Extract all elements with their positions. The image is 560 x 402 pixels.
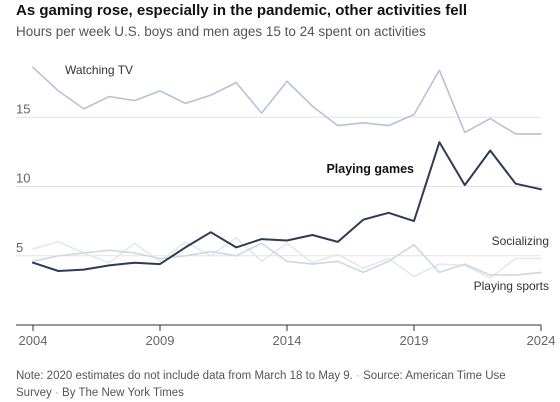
series-label-sports: Playing sports — [474, 279, 549, 293]
series-label-gaming: Playing games — [326, 162, 414, 176]
series-line-socializing — [32, 236, 542, 279]
axes: 5 10 15 2004 2009 2014 2019 2024 — [16, 101, 555, 348]
x-tick-label: 2014 — [273, 333, 302, 348]
y-tick-label: 5 — [16, 240, 23, 255]
gridlines — [16, 116, 541, 257]
footer-credit: By The New York Times — [62, 387, 184, 399]
series-label-tv: Watching TV — [65, 63, 133, 77]
line-chart: 5 10 15 2004 2009 2014 2019 2024 Watching TV Pla… — [16, 63, 555, 348]
series-label-socializing: Socializing — [492, 234, 549, 248]
chart-title: As gaming rose, especially in the pandem… — [16, 2, 467, 19]
series-line-sports — [32, 242, 542, 276]
x-tick-label: 2024 — [527, 333, 556, 348]
footer-note: Note: 2020 estimates do not include data… — [16, 370, 353, 382]
chart-footer: Note: 2020 estimates do not include data… — [16, 368, 536, 402]
chart-subtitle: Hours per week U.S. boys and men ages 15… — [16, 24, 426, 39]
y-tick-label: 15 — [16, 101, 30, 116]
x-tick-label: 2019 — [400, 333, 429, 348]
footer-separator: · — [356, 370, 360, 382]
series-labels: Watching TV Playing games Socializing Playi… — [65, 63, 549, 293]
y-tick-label: 10 — [16, 171, 30, 186]
series-line-gaming — [32, 141, 542, 272]
x-tick-label: 2004 — [19, 333, 48, 348]
series-line-tv — [32, 66, 542, 135]
footer-separator: · — [55, 387, 59, 399]
series-lines — [32, 66, 542, 279]
x-tick-label: 2009 — [146, 333, 175, 348]
footer-source: Source: American Time Use Survey — [16, 370, 506, 399]
